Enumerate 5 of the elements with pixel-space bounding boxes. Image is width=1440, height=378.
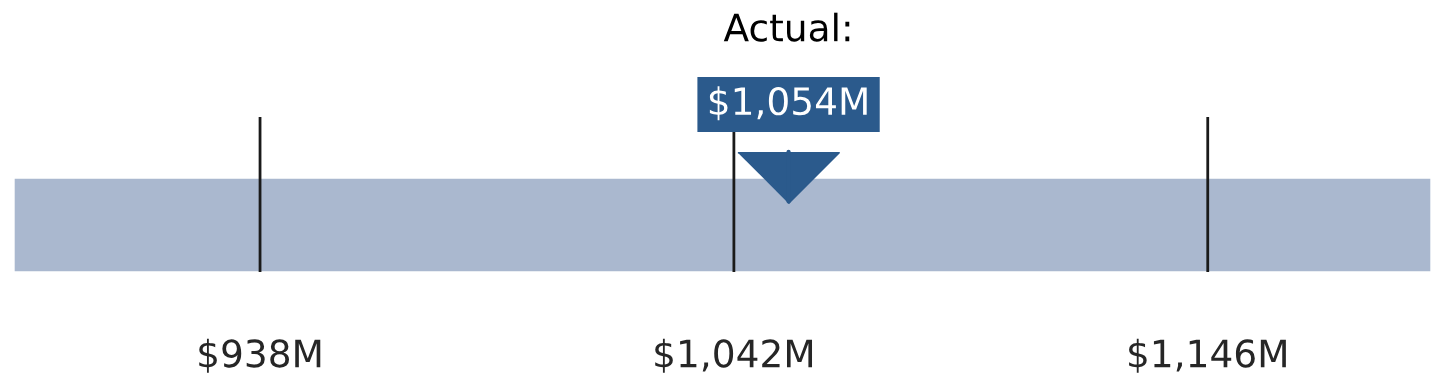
- x-tick-label: $1,042M: [655, 338, 813, 373]
- text: Actual:: [723, 12, 850, 42]
- x-tick-label: $938M: [199, 338, 321, 373]
- ref-line-label: $1,054M: [709, 86, 867, 121]
- x-tick-label: $1,146M: [1129, 338, 1286, 373]
